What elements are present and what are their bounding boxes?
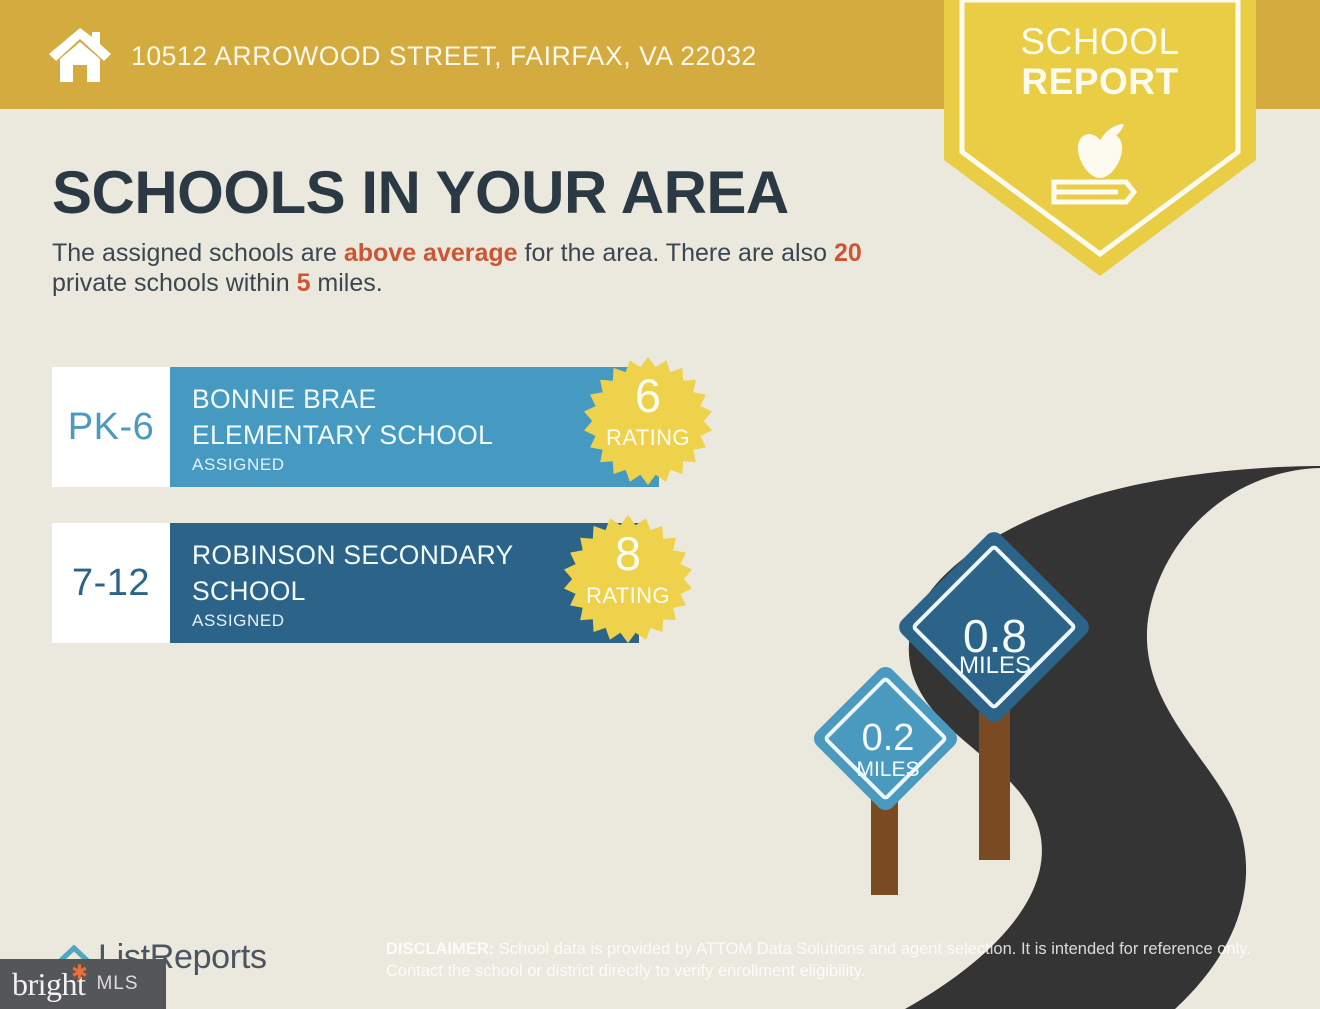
school-report-label: SCHOOL REPORT: [944, 22, 1256, 102]
grade-range-label: 7-12: [71, 561, 151, 604]
property-address: 10512 ARROWOOD STREET, FAIRFAX, VA 22032: [131, 41, 757, 71]
rating-badge: 8 RATING: [562, 513, 694, 645]
sign-post: [979, 697, 1010, 860]
rating-caption: RATING: [606, 425, 690, 450]
school-name: BONNIE BRAE ELEMENTARY SCHOOL: [192, 384, 494, 450]
disclaimer-body: School data is provided by ATTOM Data So…: [386, 940, 1251, 980]
bright-wordmark: bright ✱: [12, 961, 88, 1003]
school-assignment-status: ASSIGNED: [192, 611, 285, 630]
school-assignment-status: ASSIGNED: [192, 455, 285, 474]
disclaimer-text: DISCLAIMER: School data is provided by A…: [386, 938, 1256, 982]
grade-range-box: 7-12: [52, 523, 170, 643]
grade-range-box: PK-6: [52, 367, 170, 487]
distance-sign: [895, 528, 1115, 860]
sign-distance-value: 0.8: [963, 610, 1027, 662]
school-report-badge: SCHOOL REPORT: [944, 0, 1256, 276]
sign-distance-unit: MILES: [958, 652, 1032, 679]
sign-distance-value: 0.2: [861, 717, 915, 759]
summary-text: The assigned schools are above average f…: [52, 238, 922, 298]
rating-value: 8: [614, 527, 642, 580]
sparkle-icon: ✱: [71, 961, 88, 984]
school-bar: ROBINSON SECONDARY SCHOOL ASSIGNED: [170, 523, 639, 643]
disclaimer-label: DISCLAIMER:: [386, 940, 495, 958]
bright-mls-watermark: bright ✱ MLS: [0, 959, 166, 1009]
apple-icon: [1078, 124, 1124, 178]
school-name: ROBINSON SECONDARY SCHOOL: [192, 540, 514, 606]
mls-text: MLS: [96, 973, 139, 994]
report-line-1: SCHOOL: [1020, 21, 1180, 62]
rating-caption: RATING: [586, 583, 670, 608]
summary-suffix: miles.: [310, 269, 383, 297]
rating-badge: 6 RATING: [582, 355, 714, 487]
summary-prefix: The assigned schools are: [52, 239, 344, 267]
home-icon: [49, 28, 111, 82]
summary-highlight-quality: above average: [343, 239, 518, 267]
summary-highlight-count: 20: [833, 239, 862, 267]
grade-range-label: PK-6: [67, 405, 155, 448]
rating-value: 6: [634, 369, 662, 422]
bright-text: bright: [12, 965, 86, 1002]
summary-mid-2: private schools within: [52, 269, 297, 297]
distance-sign: [809, 662, 1002, 895]
page-title: SCHOOLS IN YOUR AREA: [52, 159, 789, 226]
summary-highlight-radius: 5: [296, 269, 311, 297]
sign-distance-unit: MILES: [856, 758, 920, 781]
listreports-chevron-icon: [54, 944, 94, 967]
summary-mid-1: for the area. There are also: [517, 239, 834, 267]
school-bar: BONNIE BRAE ELEMENTARY SCHOOL ASSIGNED: [170, 367, 659, 487]
report-line-2: REPORT: [1021, 61, 1179, 102]
book-icon: [1051, 179, 1138, 205]
